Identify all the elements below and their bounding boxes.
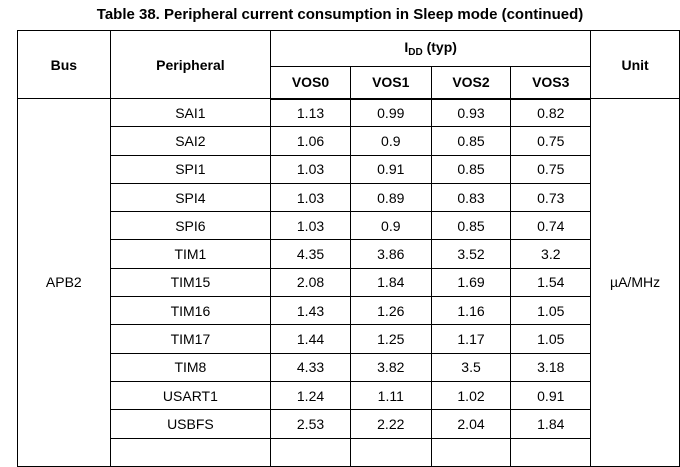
peripheral-current-table: Bus Peripheral IDD (typ) Unit VOS0 VOS1 … xyxy=(17,30,680,467)
bus-header: Bus xyxy=(17,30,111,99)
vos3-cell: 0.75 xyxy=(510,126,592,156)
table-body: APB2 SAI1 1.13 0.99 0.93 0.82 µA/MHz SAI2 1.06 0.… xyxy=(17,97,680,467)
vos0-cell: 1.03 xyxy=(270,154,351,184)
vos3-cell: 0.75 xyxy=(510,154,592,184)
table-row: TIM17 1.44 1.25 1.17 1.05 xyxy=(18,324,680,354)
vos2-cell: 1.02 xyxy=(430,380,512,411)
vos3-cell: 1.54 xyxy=(510,267,592,298)
empty-cell xyxy=(349,437,432,467)
peripheral-cell: SPI6 xyxy=(109,211,272,241)
vos0-cell: 4.33 xyxy=(270,352,351,382)
peripheral-cell: TIM8 xyxy=(109,352,272,382)
idd-suffix: (typ) xyxy=(422,39,457,55)
vos1-header: VOS1 xyxy=(349,66,432,100)
peripheral-cell: SPI4 xyxy=(109,182,272,213)
vos0-cell: 1.44 xyxy=(270,324,351,354)
empty-cell xyxy=(270,437,351,467)
table-row: TIM1 4.35 3.86 3.52 3.2 xyxy=(18,239,680,269)
peripheral-cell: SPI1 xyxy=(109,154,272,184)
idd-subscript: DD xyxy=(408,47,423,58)
unit-cell: µA/MHz xyxy=(590,98,680,467)
vos0-cell: 2.08 xyxy=(270,267,351,298)
vos0-header: VOS0 xyxy=(270,66,351,100)
peripheral-cell: TIM15 xyxy=(109,267,272,298)
vos3-cell: 0.91 xyxy=(510,380,592,411)
vos2-cell: 1.69 xyxy=(430,267,512,298)
table-row: USBFS 2.53 2.22 2.04 1.84 xyxy=(18,409,680,439)
table-row: TIM8 4.33 3.82 3.5 3.18 xyxy=(18,352,680,382)
table-title: Table 38. Peripheral current consumption… xyxy=(96,6,584,23)
vos3-cell: 1.05 xyxy=(510,324,592,354)
vos1-cell: 0.99 xyxy=(349,97,432,128)
peripheral-header: Peripheral xyxy=(109,30,272,99)
peripheral-cell: USBFS xyxy=(109,409,272,439)
vos3-cell: 0.74 xyxy=(510,211,592,241)
vos1-cell: 0.9 xyxy=(349,211,432,241)
vos3-cell: 1.05 xyxy=(510,296,592,326)
idd-symbol: I xyxy=(404,39,409,55)
table-row: USART1 1.24 1.11 1.02 0.91 xyxy=(18,380,680,411)
vos1-cell: 1.26 xyxy=(349,296,432,326)
peripheral-cell: USART1 xyxy=(109,380,272,411)
vos1-cell: 0.9 xyxy=(349,126,432,156)
table-row: TIM15 2.08 1.84 1.69 1.54 xyxy=(18,267,680,298)
vos2-header: VOS2 xyxy=(430,66,512,100)
vos2-cell: 0.85 xyxy=(430,154,512,184)
table-row: APB2 SAI1 1.13 0.99 0.93 0.82 µA/MHz xyxy=(17,97,680,467)
empty-cell xyxy=(510,437,592,467)
vos2-cell: 1.17 xyxy=(430,324,512,354)
vos3-header: VOS3 xyxy=(510,66,592,100)
bus-cell: APB2 xyxy=(17,98,111,467)
vos3-cell: 3.2 xyxy=(510,239,592,269)
vos0-cell: 4.35 xyxy=(270,239,351,269)
vos2-cell: 0.83 xyxy=(430,182,512,213)
vos2-cell: 1.16 xyxy=(430,296,512,326)
empty-cell xyxy=(430,437,512,467)
vos1-cell: 1.84 xyxy=(349,267,432,298)
table-row: SPI4 1.03 0.89 0.83 0.73 xyxy=(18,182,680,213)
vos3-cell: 3.18 xyxy=(510,352,592,382)
vos2-cell: 0.93 xyxy=(430,97,512,128)
idd-header: IDD (typ) xyxy=(270,30,592,67)
table-row xyxy=(18,437,680,467)
table-row: SPI6 1.03 0.9 0.85 0.74 xyxy=(18,211,680,241)
vos1-cell: 1.11 xyxy=(349,380,432,411)
table-row: TIM16 1.43 1.26 1.16 1.05 xyxy=(18,296,680,326)
vos3-cell: 0.82 xyxy=(510,97,592,128)
vos2-cell: 0.85 xyxy=(430,211,512,241)
vos1-cell: 3.86 xyxy=(349,239,432,269)
vos0-cell: 1.06 xyxy=(270,126,351,156)
vos0-cell: 2.53 xyxy=(270,409,351,439)
table-row: SAI2 1.06 0.9 0.85 0.75 xyxy=(18,126,680,156)
vos1-cell: 2.22 xyxy=(349,409,432,439)
vos3-cell: 0.73 xyxy=(510,182,592,213)
empty-cell xyxy=(109,437,272,467)
peripheral-cell: SAI2 xyxy=(109,126,272,156)
vos2-cell: 0.85 xyxy=(430,126,512,156)
vos0-cell: 1.43 xyxy=(270,296,351,326)
unit-header: Unit xyxy=(590,30,680,99)
vos0-cell: 1.24 xyxy=(270,380,351,411)
vos1-cell: 0.89 xyxy=(349,182,432,213)
vos0-cell: 1.13 xyxy=(270,97,351,128)
vos2-cell: 3.52 xyxy=(430,239,512,269)
vos2-cell: 2.04 xyxy=(430,409,512,439)
vos1-cell: 3.82 xyxy=(349,352,432,382)
table-row: SPI1 1.03 0.91 0.85 0.75 xyxy=(18,154,680,184)
vos0-cell: 1.03 xyxy=(270,211,351,241)
peripheral-cell: SAI1 xyxy=(109,97,272,128)
vos3-cell: 1.84 xyxy=(510,409,592,439)
vos1-cell: 0.91 xyxy=(349,154,432,184)
vos2-cell: 3.5 xyxy=(430,352,512,382)
peripheral-cell: TIM16 xyxy=(109,296,272,326)
vos0-cell: 1.03 xyxy=(270,182,351,213)
peripheral-cell: TIM1 xyxy=(109,239,272,269)
vos1-cell: 1.25 xyxy=(349,324,432,354)
peripheral-cell: TIM17 xyxy=(109,324,272,354)
